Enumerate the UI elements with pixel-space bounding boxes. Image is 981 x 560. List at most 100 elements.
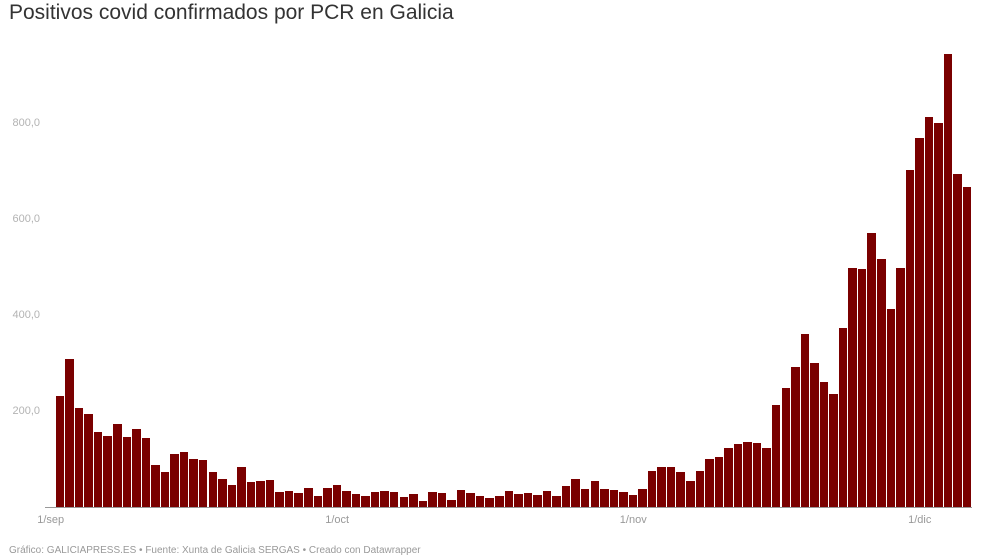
bar (399, 496, 409, 508)
bar (561, 485, 571, 508)
bar (160, 472, 170, 508)
bar (447, 500, 456, 508)
bar (428, 491, 437, 508)
bar (284, 491, 294, 508)
bar (151, 464, 160, 508)
bar (647, 471, 657, 508)
bar (714, 456, 724, 508)
bar (523, 492, 533, 508)
bar (600, 489, 609, 508)
x-tick-label: 1/oct (325, 514, 350, 526)
bar (924, 117, 934, 508)
bar (84, 413, 93, 508)
bar (74, 408, 84, 508)
bar (676, 472, 685, 508)
chart-title: Positivos covid confirmados por PCR en G… (9, 1, 454, 24)
bar (409, 493, 418, 508)
y-tick-label: 800,0 (12, 117, 40, 129)
x-axis-baseline (45, 507, 972, 508)
bar (934, 122, 943, 508)
bar (313, 496, 323, 508)
bar (838, 328, 848, 508)
bar (122, 436, 132, 508)
bar (733, 444, 743, 508)
bar (189, 458, 198, 508)
bar (514, 493, 523, 508)
bar (246, 482, 256, 508)
bar (304, 488, 313, 508)
bar (542, 491, 552, 508)
bar (791, 366, 800, 508)
bar (877, 259, 886, 508)
bar (389, 491, 399, 508)
bar (724, 448, 733, 508)
bar (93, 432, 103, 508)
bar (857, 269, 867, 508)
bar (342, 490, 351, 508)
bar (265, 480, 275, 508)
bar (580, 489, 590, 508)
bar (323, 488, 332, 508)
x-tick-label: 1/nov (619, 514, 647, 526)
bar (475, 495, 485, 508)
bar (666, 467, 676, 508)
bar (198, 460, 208, 508)
bar (590, 480, 600, 508)
bar (380, 491, 389, 508)
bar (170, 453, 179, 508)
bar (781, 388, 791, 508)
bar (657, 466, 666, 508)
bar (141, 437, 151, 508)
x-tick-label: 1/sep (37, 514, 65, 526)
y-tick-label: 400,0 (12, 309, 40, 321)
bar (495, 496, 504, 508)
bar (962, 186, 972, 508)
bar (943, 54, 953, 508)
bar (437, 492, 447, 508)
bar (552, 496, 561, 508)
bar (227, 484, 237, 508)
bar (771, 404, 781, 508)
bar (752, 442, 762, 508)
y-tick-label: 600,0 (12, 213, 40, 225)
bar (256, 480, 265, 508)
chart-footer-credits: Gráfico: GALICIAPRESS.ES • Fuente: Xunta… (9, 545, 421, 556)
bar (915, 137, 924, 508)
bar (686, 481, 695, 508)
bar (819, 382, 829, 508)
bar (743, 442, 752, 508)
bar (332, 485, 342, 508)
bar (800, 334, 810, 508)
bar (361, 496, 370, 508)
bar (896, 268, 905, 508)
bar (179, 451, 189, 508)
bar (466, 493, 475, 508)
bar (370, 492, 380, 508)
bar (218, 478, 227, 508)
bar (294, 492, 303, 508)
y-tick-label: 200,0 (12, 405, 40, 417)
bar (113, 424, 122, 508)
bar (810, 362, 819, 508)
bar (485, 497, 494, 508)
bar (695, 471, 705, 508)
bar (705, 459, 714, 508)
bar (132, 429, 141, 508)
bar (638, 489, 647, 508)
bar (628, 494, 638, 508)
bar (456, 489, 466, 508)
bar (848, 267, 857, 508)
bar (762, 448, 771, 508)
bar (867, 233, 876, 508)
bar (103, 436, 112, 508)
bar (533, 494, 542, 508)
bar (619, 492, 628, 508)
bar (829, 393, 838, 508)
bar (609, 490, 619, 508)
bar (886, 308, 896, 508)
bar (351, 494, 361, 508)
bar (208, 471, 218, 508)
bar (571, 479, 580, 508)
x-tick-label: 1/dic (908, 514, 932, 526)
